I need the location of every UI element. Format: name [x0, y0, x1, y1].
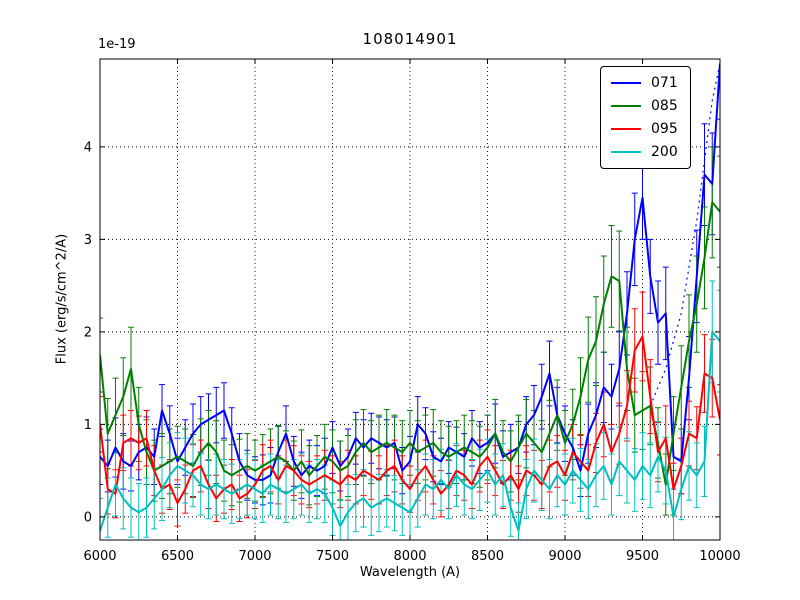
y-tick-label: 3: [84, 233, 92, 248]
legend-label-085: 085: [651, 98, 678, 114]
y-axis-label: Flux (erg/s/cm^2/A): [54, 233, 70, 365]
tick-marks: [99, 59, 721, 540]
x-tick-label: 7000: [238, 549, 271, 564]
legend-item-085: 085: [611, 98, 678, 114]
x-tick-label: 8500: [471, 549, 504, 564]
x-tick-label: 8000: [393, 549, 426, 564]
series-line-095: [100, 335, 720, 504]
series-dotted-071-upper: [649, 63, 720, 407]
legend-item-071: 071: [611, 75, 678, 91]
y-tick-label: 0: [84, 510, 92, 525]
x-tick-label: 6500: [161, 549, 194, 564]
x-tick-label: 10000: [699, 549, 740, 564]
series-line-200: [100, 330, 720, 532]
legend-line-sample-071: [611, 82, 641, 84]
y-tick-label: 2: [84, 325, 92, 340]
x-tick-label: 6000: [83, 549, 116, 564]
chart-title: 108014901: [362, 30, 458, 48]
legend-label-071: 071: [651, 75, 678, 91]
x-axis-label: Wavelength (A): [359, 565, 461, 580]
legend: 071 085 095 200: [600, 66, 691, 169]
tick-labels: 6000 6500 7000 7500 8000 8500 9000 9500 10000 0 1 2…: [83, 140, 740, 564]
legend-label-095: 095: [651, 121, 678, 137]
series-line-071: [100, 63, 720, 481]
y-axis-offset-label: 1e-19: [98, 37, 136, 52]
legend-line-sample-200: [611, 151, 641, 153]
y-tick-label: 4: [84, 140, 92, 155]
x-tick-label: 9000: [548, 549, 581, 564]
legend-label-200: 200: [651, 144, 678, 160]
x-tick-label: 9500: [626, 549, 659, 564]
y-tick-label: 1: [84, 418, 92, 433]
series-line-085: [100, 201, 720, 486]
legend-line-sample-085: [611, 105, 641, 107]
x-tick-label: 7500: [316, 549, 349, 564]
legend-item-095: 095: [611, 121, 678, 137]
legend-item-200: 200: [611, 144, 678, 160]
legend-line-sample-095: [611, 128, 641, 130]
